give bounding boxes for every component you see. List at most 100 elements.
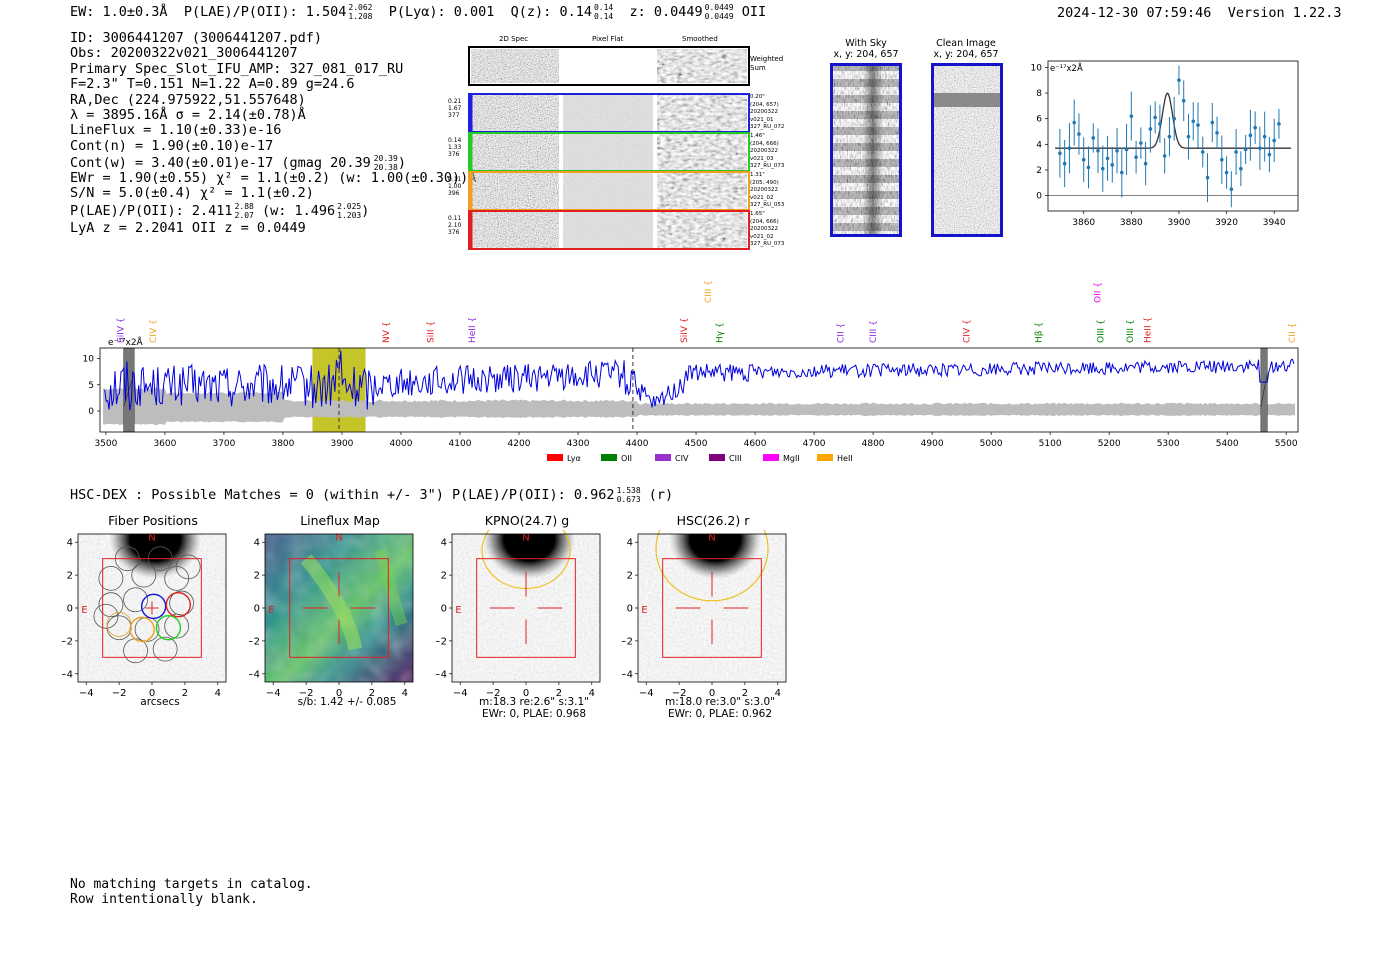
zoom-data-point <box>1177 78 1181 83</box>
search-box <box>289 558 389 658</box>
zoom-data-point <box>1105 156 1110 161</box>
panel-xtick-label: −2 <box>486 688 501 699</box>
spectrum-xtick-label: 5000 <box>980 439 1003 449</box>
hsc-dex-summary: HSC-DEX : Possible Matches = 0 (within +… <box>70 486 673 504</box>
qz-sub: 0.14 <box>593 12 614 21</box>
weighted-sum-2d <box>471 49 559 83</box>
line-marker-label: SiII { <box>426 321 436 343</box>
spectrum-ylabel: e⁻¹⁷x2Å <box>108 336 144 348</box>
plae2-sup: 2.88 <box>234 201 254 211</box>
panel-ytick-label: −4 <box>436 669 447 680</box>
info-lineflux: LineFlux = 1.10(±0.33)e-16 <box>70 122 282 139</box>
legend-label: HeII <box>837 454 853 463</box>
fiber-circle <box>175 554 201 580</box>
spectrum-xtick-label: 5500 <box>1275 439 1298 449</box>
north-marker: N <box>148 533 155 544</box>
clean-image-coords: x, y: 204, 657 <box>933 49 999 60</box>
zoom-data-point <box>1143 161 1148 166</box>
zoom-data-point <box>1239 166 1243 171</box>
zoom-data-point <box>1067 146 1072 150</box>
row-left-label: 0.14 1.33 376 <box>448 137 462 158</box>
col-title-smoothed: Smoothed <box>682 35 718 43</box>
row-right-label: 0.20" (204, 657) 20200322 v021_01 327_RU_072 <box>750 94 785 131</box>
zoom-data-point <box>1139 141 1143 145</box>
zoom-data-point <box>1081 157 1086 162</box>
info-primary: Primary Spec_Slot_IFU_AMP: 327_081_017_R… <box>70 60 404 77</box>
line-marker-label: SiIV { <box>680 317 690 343</box>
panel-ytick-label: 0 <box>254 604 260 615</box>
line-marker: HeII { <box>1144 317 1154 343</box>
info-cont-n: Cont(n) = 1.90(±0.10)e-17 <box>70 137 274 154</box>
line-marker-label: CIII { <box>704 280 714 303</box>
with-sky-image <box>830 63 902 237</box>
line-marker: CII { <box>1288 323 1298 343</box>
zoom-data-point <box>1224 170 1229 175</box>
panel-ytick-label: −4 <box>249 669 260 680</box>
cont-w-sub: 20.38 <box>373 163 398 173</box>
row-2d-spec <box>471 212 559 248</box>
fiber-circle <box>98 592 124 618</box>
plae-value: P(LAE)/P(OII): 1.504 <box>183 4 347 20</box>
version: Version 1.22.3 <box>1227 5 1342 21</box>
col-title-2dspec: 2D Spec <box>499 35 529 43</box>
info-radec: RA,Dec (224.975922,51.557648) <box>70 91 306 108</box>
weighted-sum-smoothed <box>657 49 747 83</box>
row-smoothed <box>657 95 747 131</box>
with-sky-header: With Sky x, y: 204, 657 <box>826 38 906 60</box>
panel-xtick-label: 2 <box>742 688 748 699</box>
detection-info: ID: 3006441207 (3006441207.pdf) Obs: 202… <box>70 30 406 173</box>
legend-swatch <box>763 454 779 461</box>
fiber-circle <box>164 566 190 591</box>
panel-xtick-label: −2 <box>112 688 127 699</box>
panel-title: KPNO(24.7) g <box>484 513 570 528</box>
row-smoothed <box>657 173 747 209</box>
zoom-data-point <box>1062 161 1067 166</box>
zoom-data-point <box>1110 163 1115 167</box>
fiber-circle <box>134 616 160 642</box>
zoom-xtick-label: 3860 <box>1072 218 1095 228</box>
spectrum-xtick-label: 4400 <box>626 439 649 449</box>
panel-title: Fiber Positions <box>108 513 198 528</box>
info-lambda: λ = 3895.16Å σ = 2.14(±0.78)Å <box>70 107 306 124</box>
line-marker-label: CIV { <box>962 319 972 343</box>
row-2d-spec <box>471 95 559 131</box>
spectrum-xtick-label: 4500 <box>685 439 708 449</box>
aperture-ellipse <box>655 530 769 602</box>
clean-image-title: Clean Image <box>936 38 996 49</box>
zoom-ytick-label: 6 <box>1036 115 1042 125</box>
line-marker-label: Hγ { <box>716 322 726 343</box>
legend-swatch <box>709 454 725 461</box>
info-sn: S/N = 5.0(±0.4) χ² = 1.1(±0.2) <box>70 185 314 202</box>
z-sub: 0.0449 <box>704 12 734 21</box>
hsc-dex-band: (r) <box>648 487 674 503</box>
zoom-data-point <box>1205 175 1210 180</box>
line-marker: SiIV { <box>680 317 690 343</box>
line-marker: OIII { <box>1126 319 1136 343</box>
panel-xtick-label: 4 <box>589 688 595 699</box>
panel-xtick-label: 4 <box>215 688 221 699</box>
spectrum-xtick-label: 4900 <box>921 439 944 449</box>
hsc-dex-sub: 0.673 <box>616 495 641 504</box>
zoom-xtick-label: 3920 <box>1215 218 1238 228</box>
zoom-data-point <box>1248 133 1253 138</box>
header-stats: EW: 1.0±0.3Å P(LAE)/P(OII): 1.504 2.062 1.… <box>70 3 766 21</box>
zoom-xtick-label: 3900 <box>1167 218 1190 228</box>
panel-xtick-label: −4 <box>79 688 94 699</box>
zoom-data-point <box>1162 154 1167 158</box>
clean-image-header: Clean Image x, y: 204, 657 <box>926 38 1006 60</box>
row-frame <box>468 210 750 250</box>
zoom-ytick-label: 0 <box>1036 192 1042 202</box>
row-2d-spec <box>471 173 559 209</box>
zoom-data-point <box>1167 134 1172 139</box>
east-marker: E <box>268 605 274 616</box>
footer-line-2: Row intentionally blank. <box>70 892 258 907</box>
noise-envelope <box>103 387 1295 426</box>
spectrum-legend: Lyα OII CIV CIII MgII HeII <box>547 454 853 463</box>
line-marker: SiIV { <box>117 317 127 343</box>
panel-xtick-label: −4 <box>453 688 468 699</box>
spectrum-xtick-label: 5300 <box>1157 439 1180 449</box>
panel-ytick-label: 4 <box>441 538 447 549</box>
panel-xtick-label: −2 <box>672 688 687 699</box>
east-marker: E <box>81 605 87 616</box>
line-marker-label: SiIV { <box>117 317 127 343</box>
